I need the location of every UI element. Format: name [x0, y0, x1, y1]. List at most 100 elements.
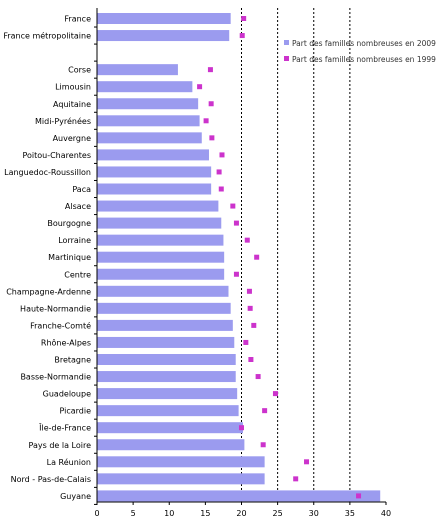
category-label: Centre: [64, 270, 91, 279]
bar: [97, 98, 199, 110]
marker-point: [251, 322, 257, 328]
bar: [97, 302, 231, 314]
category-label: Rhône-Alpes: [41, 337, 91, 347]
category-label: Aquitaine: [53, 100, 91, 109]
category-label: Lorraine: [58, 236, 91, 245]
category-label: Île-de-France: [38, 422, 91, 433]
bar: [97, 234, 224, 246]
bar: [97, 64, 178, 76]
bar: [97, 422, 243, 434]
category-label: France métropolitaine: [3, 31, 91, 41]
marker-point: [208, 101, 214, 107]
marker-point: [218, 186, 224, 192]
bar: [97, 490, 381, 502]
category-label: Bourgogne: [47, 219, 91, 228]
axes: [94, 8, 387, 505]
x-tick-label: 25: [273, 509, 283, 518]
bar: [97, 354, 236, 365]
marker-point: [216, 169, 222, 175]
bar: [97, 30, 230, 42]
category-label: Guadeloupe: [43, 390, 91, 399]
category-label: Champagne-Ardenne: [6, 287, 91, 296]
legend-swatch-1999: [284, 56, 289, 61]
x-tick-label: 35: [345, 509, 355, 518]
marker-point: [260, 442, 266, 448]
category-label: Pays de la Loire: [29, 441, 92, 450]
bar: [97, 268, 225, 280]
x-tick-label: 5: [131, 509, 136, 518]
x-tick-label: 20: [236, 509, 246, 518]
category-label: Corse: [68, 66, 91, 75]
category-label: Auvergne: [53, 134, 91, 143]
category-label: France: [64, 15, 91, 24]
bars-2009: [97, 13, 381, 502]
bar: [97, 132, 202, 144]
category-label: Limousin: [55, 83, 91, 92]
x-tick-label: 30: [309, 509, 319, 518]
bar: [97, 405, 239, 417]
marker-point: [262, 408, 268, 414]
marker-point: [239, 425, 244, 431]
bar: [97, 439, 245, 451]
x-tick-label: 15: [200, 509, 210, 518]
marker-point: [247, 305, 253, 311]
marker-point: [248, 357, 254, 362]
bar: [97, 217, 222, 229]
category-label: Martinique: [48, 253, 91, 262]
category-label: La Réunion: [47, 457, 91, 467]
category-label: Paca: [72, 185, 91, 194]
bar: [97, 149, 209, 161]
bar: [97, 319, 233, 331]
bar: [97, 371, 236, 383]
bar: [97, 166, 212, 178]
legend-swatch-2009: [284, 40, 289, 45]
marker-point: [230, 203, 236, 209]
marker-point: [356, 493, 362, 499]
category-label: Basse-Normandie: [20, 373, 91, 382]
category-label: Haute-Normandie: [20, 304, 91, 313]
bar: [97, 115, 200, 127]
category-label: Franche-Comté: [30, 320, 91, 330]
bar: [97, 200, 219, 212]
bar: [97, 183, 212, 195]
category-label: Nord - Pas-de-Calais: [11, 475, 91, 484]
marker-point: [293, 476, 299, 482]
category-label: Languedoc-Roussillon: [4, 168, 91, 177]
marker-point: [233, 271, 239, 277]
category-labels: France France métropolitaine Corse Limousin…: [3, 15, 91, 501]
marker-point: [246, 288, 252, 294]
marker-point: [244, 237, 250, 243]
marker-point: [272, 391, 278, 397]
category-label: Poitou-Charentes: [22, 151, 91, 160]
x-tick-label: 10: [164, 509, 174, 518]
bar: [97, 285, 229, 297]
marker-point: [233, 220, 239, 226]
marker-point: [197, 84, 203, 90]
marker-point: [304, 459, 310, 465]
bar: [97, 456, 265, 468]
bar: [97, 473, 265, 485]
x-tick-labels: 0 5 10 15 20 25 30 35 40: [94, 509, 391, 518]
marker-point: [219, 152, 225, 158]
legend: Part des familles nombreuses en 2009 Par…: [284, 39, 436, 64]
category-label: Midi-Pyrénées: [35, 116, 91, 126]
category-label: Picardie: [59, 407, 91, 416]
legend-label-1999: Part des familles nombreuses en 1999: [292, 55, 436, 64]
x-tick-label: 0: [94, 509, 99, 518]
bar: [97, 251, 225, 263]
marker-point: [243, 339, 249, 345]
bar: [97, 81, 193, 93]
bar: [97, 336, 235, 348]
legend-label-2009: Part des familles nombreuses en 2009: [292, 39, 436, 48]
marker-point: [207, 67, 213, 73]
marker-point: [209, 135, 215, 141]
markers-1999: [197, 16, 362, 499]
marker-point: [255, 374, 261, 380]
category-label: Bretagne: [54, 356, 91, 365]
marker-point: [254, 254, 260, 260]
category-label: Alsace: [65, 202, 91, 211]
bar: [97, 388, 238, 400]
category-label: Guyane: [60, 492, 91, 501]
bar: [97, 13, 231, 24]
